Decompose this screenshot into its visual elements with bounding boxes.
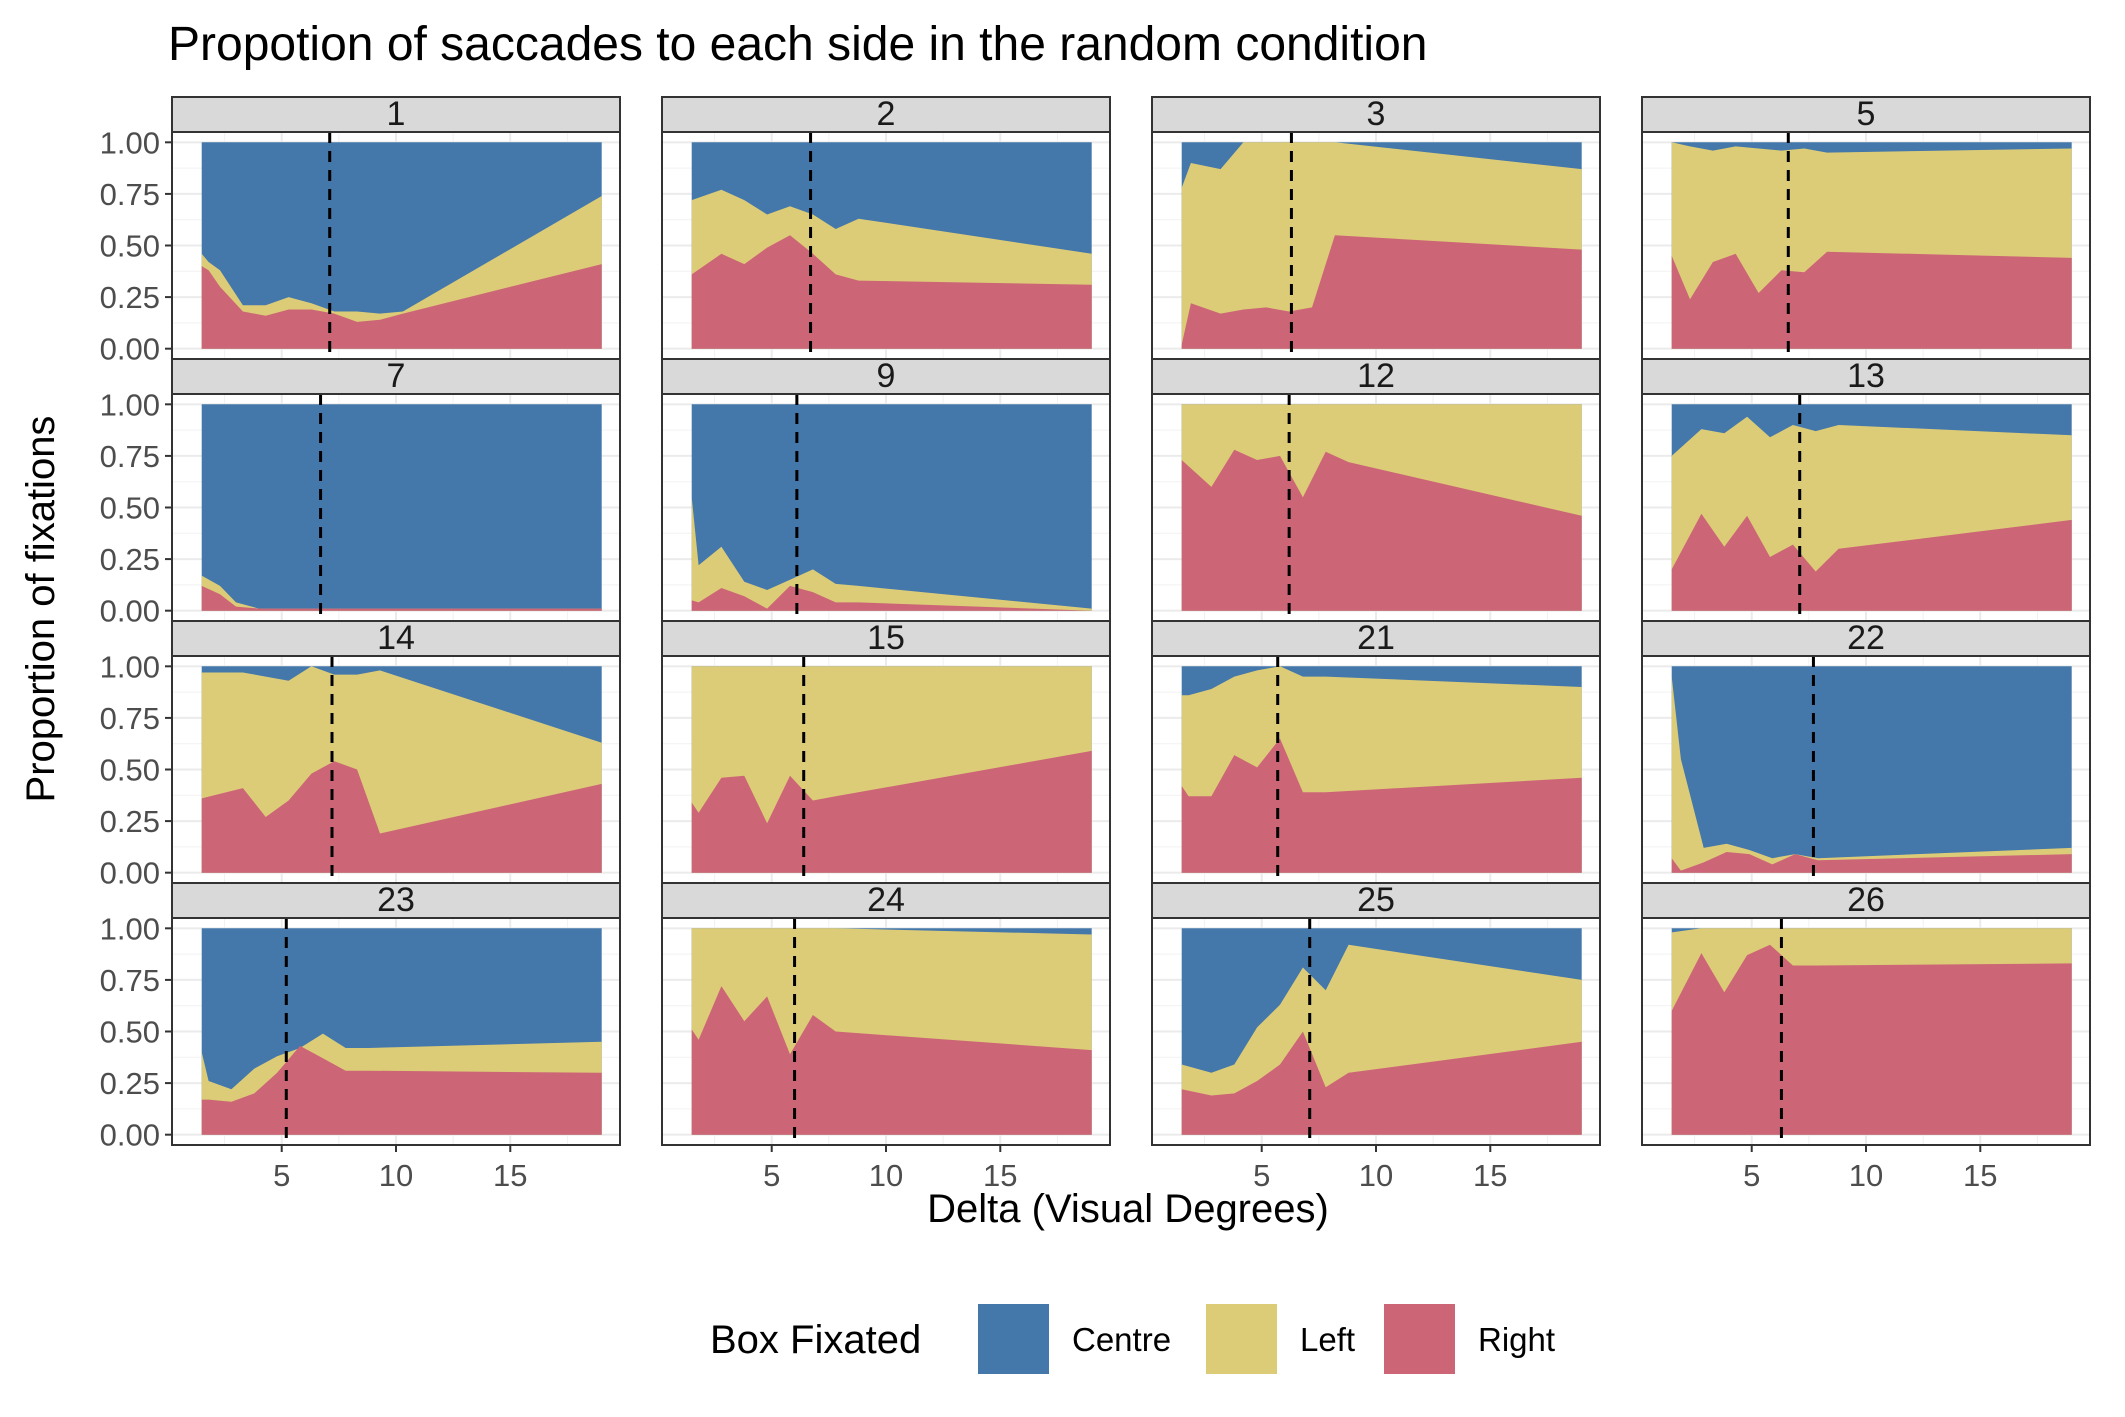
y-axis-title: Proportion of fixations	[19, 416, 63, 803]
legend: Box Fixated Centre Left Right	[710, 1304, 1555, 1374]
y-tick-label: 0.00	[100, 856, 160, 891]
facet-strip-label: 23	[377, 881, 415, 919]
facet-panel: 22	[1642, 619, 2090, 883]
x-tick-label: 10	[379, 1158, 413, 1193]
area-centre	[1672, 666, 2072, 872]
y-tick-label: 0.75	[100, 177, 160, 212]
facet-strip-label: 24	[867, 881, 905, 919]
y-tick-label: 0.00	[100, 594, 160, 629]
legend-key	[978, 1304, 1049, 1374]
facet-panel: 3	[1152, 95, 1600, 359]
x-tick-label: 15	[493, 1158, 527, 1193]
area-centre	[692, 404, 1092, 610]
facet-strip-label: 9	[877, 357, 896, 395]
area-centre	[202, 404, 602, 610]
facet-panel: 7	[172, 357, 620, 621]
x-axis-title: Delta (Visual Degrees)	[927, 1187, 1329, 1231]
facet-strip-label: 26	[1847, 881, 1885, 919]
facet-strip-label: 12	[1357, 357, 1395, 395]
facet-strip-label: 14	[377, 619, 415, 657]
y-tick-label: 1.00	[100, 911, 160, 946]
chart-title-group: Propotion of saccades to each side in th…	[168, 18, 1427, 71]
y-tick-label: 0.50	[100, 1015, 160, 1050]
y-tick-label: 1.00	[100, 649, 160, 684]
legend-label: Right	[1478, 1321, 1555, 1358]
y-tick-label: 0.50	[100, 491, 160, 526]
y-tick-label: 0.00	[100, 1118, 160, 1153]
legend-title: Box Fixated	[710, 1318, 921, 1362]
facet-panel: 13	[1642, 357, 2090, 621]
x-tick-label: 5	[763, 1158, 780, 1193]
y-tick-label: 0.75	[100, 701, 160, 736]
x-tick-label: 10	[1359, 1158, 1393, 1193]
y-tick-label: 1.00	[100, 387, 160, 422]
facet-strip-label: 22	[1847, 619, 1885, 657]
x-tick-label: 10	[869, 1158, 903, 1193]
facet-panel: 23	[172, 881, 620, 1145]
facet-panel: 14	[172, 619, 620, 883]
x-axis-ticks: 5 10 15 5 10 15 5 10 15 5 10 15	[273, 1145, 1997, 1193]
facet-strip-label: 15	[867, 619, 905, 657]
x-tick-label: 5	[1743, 1158, 1760, 1193]
x-tick-label: 15	[1473, 1158, 1507, 1193]
area-right	[1672, 252, 2072, 349]
facet-strip-label: 7	[387, 357, 406, 395]
y-tick-label: 0.50	[100, 753, 160, 788]
facet-strip-label: 2	[877, 95, 896, 133]
legend-label: Left	[1300, 1321, 1355, 1358]
facet-strip-label: 25	[1357, 881, 1395, 919]
y-tick-label: 0.00	[100, 332, 160, 367]
facet-panel: 12	[1152, 357, 1600, 621]
facet-panel: 5	[1642, 95, 2090, 359]
y-tick-label: 0.25	[100, 804, 160, 839]
facet-panel: 21	[1152, 619, 1600, 883]
y-tick-label: 0.25	[100, 280, 160, 315]
facet-strip-label: 13	[1847, 357, 1885, 395]
y-tick-label: 0.75	[100, 439, 160, 474]
x-tick-label: 10	[1849, 1158, 1883, 1193]
x-tick-label: 15	[1963, 1158, 1997, 1193]
facet-strip-label: 21	[1357, 619, 1395, 657]
chart-title: Propotion of saccades to each side in th…	[168, 18, 1427, 71]
y-tick-label: 1.00	[100, 125, 160, 160]
y-axis-ticks: 0.00 0.25 0.50 0.75 1.00 0.00 0.25 0.50 0.75 1.00…	[100, 125, 172, 1152]
facet-panel: 24	[662, 881, 1110, 1145]
legend-key	[1206, 1304, 1277, 1374]
facet-panel: 15	[662, 619, 1110, 883]
legend-label: Centre	[1072, 1321, 1171, 1358]
facet-panel: 1	[172, 95, 620, 359]
y-tick-label: 0.25	[100, 542, 160, 577]
x-tick-label: 5	[273, 1158, 290, 1193]
y-tick-label: 0.25	[100, 1066, 160, 1101]
facet-strip-label: 5	[1857, 95, 1876, 133]
y-tick-label: 0.75	[100, 963, 160, 998]
facet-strip-label: 3	[1367, 95, 1386, 133]
legend-key	[1384, 1304, 1455, 1374]
facet-panel: 2	[662, 95, 1110, 359]
y-tick-label: 0.50	[100, 229, 160, 264]
facet-panel: 9	[662, 357, 1110, 621]
facet-panel: 26	[1642, 881, 2090, 1145]
facet-panel: 25	[1152, 881, 1600, 1145]
facet-strip-label: 1	[387, 95, 406, 133]
